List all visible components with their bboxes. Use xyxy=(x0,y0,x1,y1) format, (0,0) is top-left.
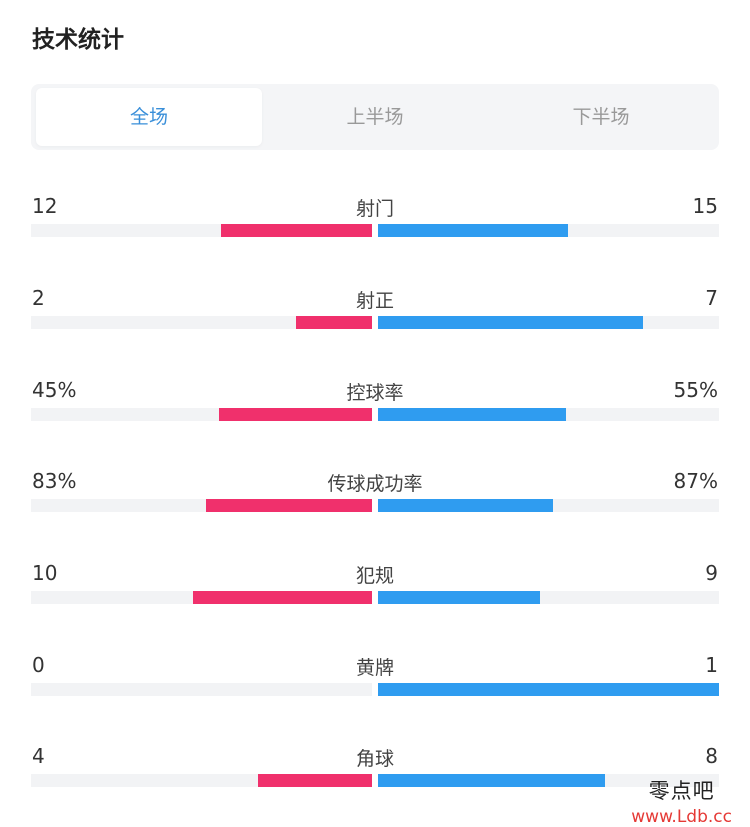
away-bar-track xyxy=(378,316,719,329)
away-value: 9 xyxy=(705,561,718,585)
home-bar-track xyxy=(31,499,372,512)
home-bar xyxy=(205,499,372,512)
stat-row-fouls: 10 犯规 9 xyxy=(0,561,750,621)
away-value: 15 xyxy=(692,194,718,218)
away-bar-track xyxy=(378,591,719,604)
home-bar-track xyxy=(31,316,372,329)
away-bar-track xyxy=(378,774,719,787)
away-value: 1 xyxy=(705,653,718,677)
stat-label: 角球 xyxy=(355,748,394,770)
away-bar xyxy=(378,591,540,604)
home-bar xyxy=(220,224,372,237)
stats-title: 技术统计 xyxy=(32,27,124,53)
home-value: 4 xyxy=(32,744,45,768)
home-bar-track xyxy=(31,774,372,787)
stat-label: 控球率 xyxy=(346,382,404,404)
stat-row-shots-on-target: 2 射正 7 xyxy=(0,286,750,346)
away-bar xyxy=(378,683,719,696)
period-tabs: 全场 上半场 下半场 xyxy=(31,84,719,150)
away-bar xyxy=(378,499,553,512)
home-value: 83% xyxy=(32,469,77,493)
stat-row-corners: 4 角球 8 xyxy=(0,744,750,804)
away-bar xyxy=(378,316,644,329)
stat-label: 犯规 xyxy=(355,565,394,587)
home-value: 12 xyxy=(32,194,58,218)
away-bar xyxy=(378,224,568,237)
home-bar-track xyxy=(31,408,372,421)
stat-row-shots: 12 射门 15 xyxy=(0,194,750,254)
home-bar xyxy=(192,591,372,604)
away-bar-track xyxy=(378,408,719,421)
stat-label: 传球成功率 xyxy=(327,473,423,495)
home-value: 45% xyxy=(32,378,77,402)
away-value: 7 xyxy=(705,286,718,310)
away-bar xyxy=(378,774,606,787)
away-bar-track xyxy=(378,499,719,512)
away-value: 8 xyxy=(705,744,718,768)
tab-first-half[interactable]: 上半场 xyxy=(346,106,404,128)
home-bar-track xyxy=(31,224,372,237)
home-bar xyxy=(296,316,372,329)
stat-label: 射正 xyxy=(355,290,394,312)
away-bar-track xyxy=(378,683,719,696)
home-value: 0 xyxy=(32,653,45,677)
watermark: 零点吧 www.Ldb.cc xyxy=(631,775,732,827)
stat-label: 射门 xyxy=(355,198,394,220)
away-value: 87% xyxy=(673,469,718,493)
away-bar xyxy=(378,408,566,421)
away-value: 55% xyxy=(673,378,718,402)
tab-full-match[interactable]: 全场 xyxy=(36,88,262,146)
watermark-url: www.Ldb.cc xyxy=(631,807,732,827)
stat-row-yellow-cards: 0 黄牌 1 xyxy=(0,653,750,713)
stat-row-pass-accuracy: 83% 传球成功率 87% xyxy=(0,469,750,529)
home-bar xyxy=(218,408,372,421)
stat-row-possession: 45% 控球率 55% xyxy=(0,378,750,438)
stat-label: 黄牌 xyxy=(355,657,394,679)
tab-second-half[interactable]: 下半场 xyxy=(572,106,630,128)
watermark-name: 零点吧 xyxy=(648,779,715,803)
home-bar-track xyxy=(31,683,372,696)
away-bar-track xyxy=(378,224,719,237)
home-bar xyxy=(258,774,372,787)
home-bar-track xyxy=(31,591,372,604)
home-value: 2 xyxy=(32,286,45,310)
home-value: 10 xyxy=(32,561,58,585)
